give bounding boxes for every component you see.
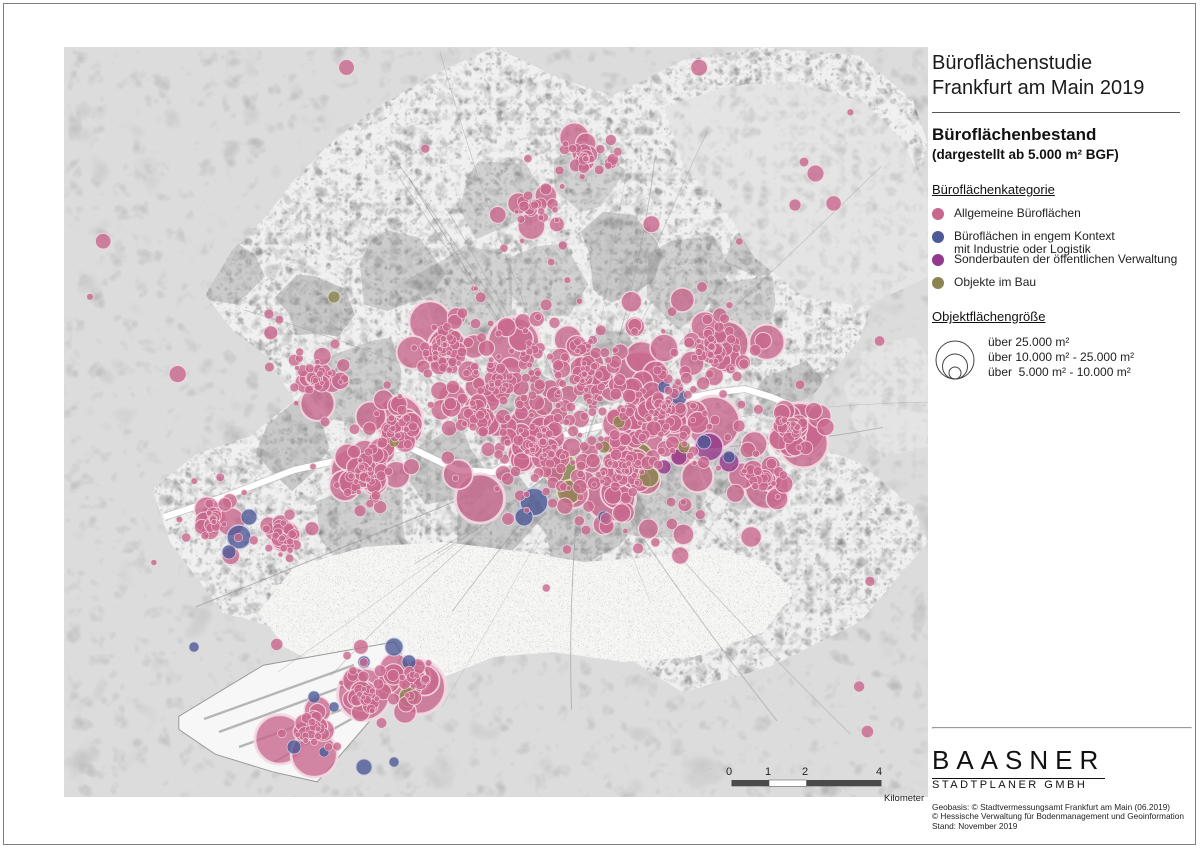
svg-text:4: 4 xyxy=(876,766,882,778)
svg-text:2: 2 xyxy=(802,766,808,778)
svg-text:1: 1 xyxy=(765,766,771,778)
svg-text:0: 0 xyxy=(726,766,732,778)
